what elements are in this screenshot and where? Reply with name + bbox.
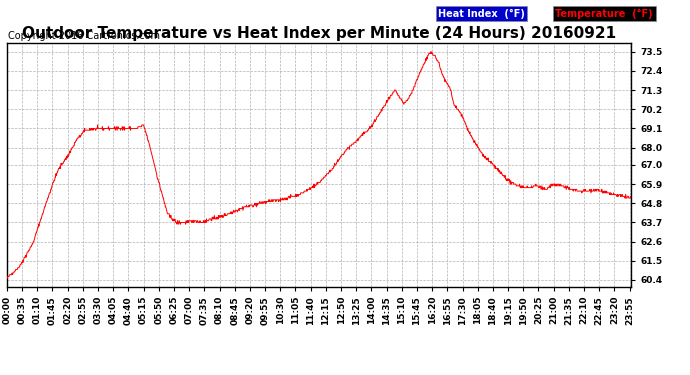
Text: Temperature  (°F): Temperature (°F) xyxy=(555,9,653,19)
Text: Copyright 2016 Cartronics.com: Copyright 2016 Cartronics.com xyxy=(8,32,160,41)
Text: Heat Index  (°F): Heat Index (°F) xyxy=(438,9,525,19)
Title: Outdoor Temperature vs Heat Index per Minute (24 Hours) 20160921: Outdoor Temperature vs Heat Index per Mi… xyxy=(22,26,616,40)
